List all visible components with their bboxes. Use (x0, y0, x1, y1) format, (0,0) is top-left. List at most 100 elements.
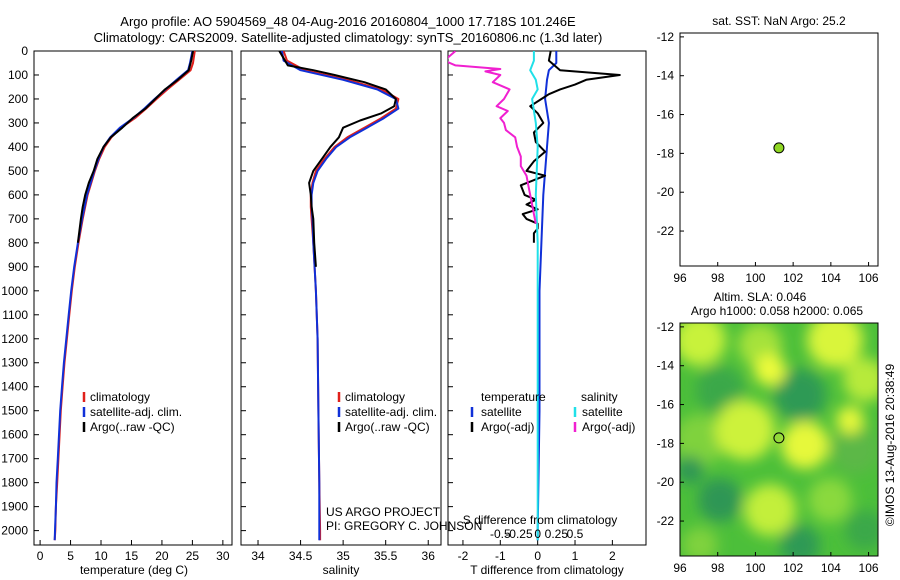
legend-label-t-satellite: satellite (481, 405, 522, 419)
depth-tick-label: 1100 (2, 308, 28, 322)
sla-field (680, 323, 878, 556)
imos-credit: ©IMOS 13-Aug-2016 20:38:49 (883, 364, 897, 527)
legend-label-s-argo: Argo(-adj) (582, 420, 635, 434)
salinity-legend: climatology satellite-adj. clim. Argo(..… (337, 390, 437, 434)
series-line-satellite-adj-clim- (53, 51, 194, 541)
sla-blob (682, 527, 718, 556)
series-line-argo-raw-qc- (278, 51, 397, 267)
salinity-x-axis: 34 34.5 35 35.5 36 (251, 540, 435, 563)
map-y-tick-label: -18 (657, 436, 675, 450)
map-x-tick-label: 106 (859, 271, 879, 285)
s-difference-tick-label: 0.25 (545, 527, 569, 541)
map-x-tick-label: 98 (711, 271, 725, 285)
map-y-tick-label: -18 (657, 146, 675, 160)
x-tick-label: 2 (609, 549, 616, 563)
temperature-legend: climatology satellite-adj. clim. Argo(..… (82, 390, 182, 434)
sst-map-title: sat. SST: NaN Argo: 25.2 (712, 14, 846, 28)
depth-tick-label: 1700 (1, 452, 28, 466)
temperature-xlabel: temperature (deg C) (80, 563, 188, 577)
temperature-axes-frame (33, 50, 233, 546)
legend-label-t-argo: Argo(-adj) (481, 420, 534, 434)
series-line-satellite-adj-clim- (280, 51, 400, 541)
depth-tick-label: 300 (8, 116, 28, 130)
x-tick-label: 35 (336, 549, 350, 563)
sla-map-title-line1: Altim. SLA: 0.046 (714, 290, 807, 304)
x-tick-label: 0 (534, 549, 541, 563)
x-tick-label: 35.5 (374, 549, 398, 563)
sla-blob (715, 400, 775, 460)
x-tick-label: 25 (186, 549, 200, 563)
legend-label-s-satellite: satellite (582, 405, 623, 419)
sla-blob (836, 406, 864, 434)
sla-map-frame (679, 322, 879, 557)
sla-blob (680, 456, 704, 484)
depth-tick-label: 500 (8, 164, 28, 178)
map-y-tick-label: -22 (657, 224, 675, 238)
sla-blob (780, 525, 820, 556)
pi-annotation-line1: US ARGO PROJECT (326, 505, 441, 519)
map-y-tick-label: -20 (657, 475, 675, 489)
depth-axis: 0 100 200 300 400 500 600 700 800 900 1000 1100 1200… (1, 44, 453, 538)
sst-map-points (773, 142, 785, 154)
x-tick-label: -1 (495, 549, 506, 563)
x-tick-label: -2 (458, 549, 469, 563)
map-x-tick-label: 104 (821, 561, 841, 575)
x-tick-label: 15 (125, 549, 139, 563)
depth-tick-label: 0 (21, 44, 28, 58)
s-difference-tick-label: 0 (534, 527, 541, 541)
depth-tick-label: 700 (8, 212, 28, 226)
map-y-tick-label: -16 (657, 108, 675, 122)
map-x-tick-label: 96 (673, 271, 687, 285)
map-x-tick-label: 104 (821, 271, 841, 285)
sla-blob (680, 323, 726, 366)
map-y-tick-label: -22 (657, 514, 675, 528)
figure-title-line2: Climatology: CARS2009. Satellite-adjuste… (94, 30, 603, 45)
sla-blob (680, 414, 726, 466)
sla-blob (807, 323, 863, 368)
x-tick-label: 10 (94, 549, 108, 563)
sla-blob (845, 510, 878, 550)
salinity-axes-frame (240, 50, 442, 546)
map-x-tick-label: 98 (711, 561, 725, 575)
map-y-tick-label: -12 (657, 320, 675, 334)
series-line-salinity-argo-adj- (448, 51, 537, 224)
x-tick-label: 1 (572, 549, 579, 563)
legend-label-satellite: satellite-adj. clim. (90, 405, 182, 419)
map-y-tick-label: -16 (657, 398, 675, 412)
x-tick-label: 36 (422, 549, 436, 563)
salinity-difference-axis: -0.5-0.25 0 0.250.5 (490, 527, 584, 541)
figure-title-line1: Argo profile: AO 5904569_48 04-Aug-2016 … (120, 14, 576, 29)
difference-axes-frame (447, 50, 647, 546)
legend-header-salinity: salinity (581, 390, 618, 404)
s-difference-xlabel: S difference from climatology (463, 513, 618, 527)
sla-blob (696, 366, 744, 414)
sla-blob (781, 421, 829, 469)
series-line-climatology (282, 51, 400, 541)
series-line-temperature-argo-adj- (519, 51, 621, 243)
sla-blob (774, 369, 826, 421)
map-x-tick-label: 100 (745, 561, 765, 575)
legend-header-temperature: temperature (481, 390, 546, 404)
map-x-tick-label: 102 (783, 561, 803, 575)
legend-label-argo: Argo(..raw -QC) (90, 420, 175, 434)
sla-map: Altim. SLA: 0.046 Argo h1000: 0.058 h200… (657, 290, 879, 575)
salinity-series (278, 51, 400, 541)
depth-tick-label: 1400 (1, 380, 28, 394)
sla-map-points (773, 432, 785, 444)
legend-label-climatology: climatology (90, 390, 150, 404)
map-y-tick-label: -20 (657, 185, 675, 199)
temperature-x-axis: 0 5 10 15 20 25 30 (37, 540, 230, 563)
depth-tick-label: 1600 (1, 428, 28, 442)
x-tick-label: 20 (155, 549, 169, 563)
s-difference-tick-label: 0.5 (567, 527, 584, 541)
difference-legend: temperature satellite Argo(-adj) salinit… (470, 390, 635, 434)
s-difference-tick-label: -0.25 (505, 527, 533, 541)
map-y-tick-label: -14 (657, 69, 675, 83)
x-tick-label: 34.5 (289, 549, 313, 563)
x-tick-label: 34 (251, 549, 265, 563)
salinity-panel: 34 34.5 35 35.5 36 salinity climatology sate… (240, 50, 482, 577)
depth-tick-label: 1300 (1, 356, 28, 370)
sla-blob (808, 478, 852, 522)
difference-x-axis: -2 -1 0 1 2 (458, 540, 616, 563)
t-difference-xlabel: T difference from climatology (470, 563, 624, 577)
